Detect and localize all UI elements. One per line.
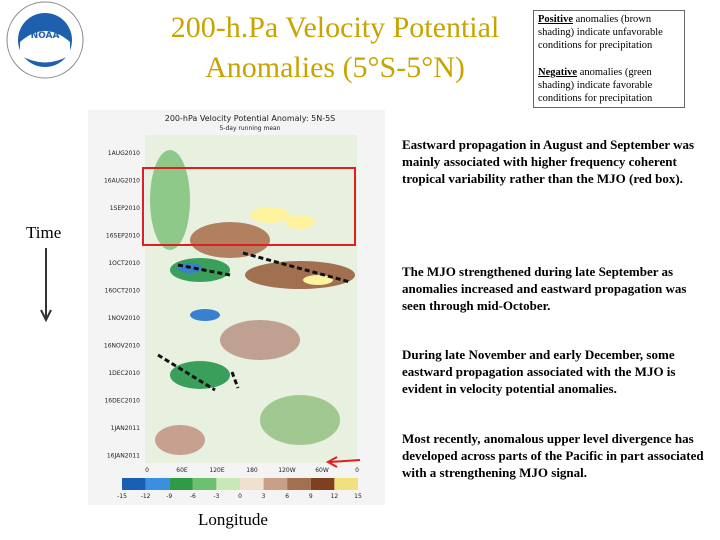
x-label: 180	[246, 467, 258, 474]
colorbar-cell	[192, 478, 217, 490]
x-label: 0	[355, 467, 359, 474]
colorbar-cell	[263, 478, 288, 490]
keyword: Negative	[538, 67, 578, 78]
legend-negative: Negative anomalies (green shading) indic…	[538, 66, 680, 105]
red-box	[142, 167, 356, 246]
figure-subtitle: 5-day running mean	[219, 125, 280, 132]
colorbar-label: -6	[190, 493, 196, 500]
longitude-label: Longitude	[198, 510, 268, 529]
pointer-arrow	[329, 459, 361, 463]
x-label: 0	[145, 467, 149, 474]
note: The MJO strengthened during late Septemb…	[402, 264, 687, 313]
y-label: 1JAN2011	[111, 425, 141, 432]
y-label: 16OCT2010	[105, 288, 141, 295]
colorbar-label: 6	[285, 493, 289, 500]
y-label: 1OCT2010	[108, 260, 140, 267]
colorbar-label: 15	[354, 493, 362, 500]
y-label: 16DEC2010	[104, 398, 140, 405]
propagation-lines	[157, 251, 351, 392]
colorbar-cell	[240, 478, 264, 490]
colorbar-cell	[122, 478, 146, 490]
colorbar-cell	[169, 478, 193, 490]
colorbar-label: 0	[238, 493, 242, 500]
y-label: 16AUG2010	[104, 178, 140, 185]
colorbar-cell	[216, 478, 240, 490]
x-label: 60E	[176, 467, 188, 474]
note: Most recently, anomalous upper level div…	[402, 431, 704, 480]
title: 200-h.Pa Velocity Potential Anomalies (5°…	[140, 8, 530, 88]
time-label: Time	[26, 223, 62, 242]
y-label: 16JAN2011	[107, 453, 140, 460]
time-arrow-head	[40, 309, 52, 323]
colorbar	[122, 478, 358, 490]
colorbar-label: 12	[331, 493, 339, 500]
pointer-head	[325, 456, 338, 468]
y-label: 16NOV2010	[104, 343, 140, 350]
colorbar-label: 3	[262, 493, 266, 500]
colorbar-label: -3	[213, 493, 219, 500]
svg-text:NOAA: NOAA	[31, 31, 60, 41]
y-label: 1DEC2010	[108, 370, 140, 377]
colorbar-cell	[310, 478, 335, 490]
x-label: 120E	[209, 467, 224, 474]
shading	[150, 150, 355, 455]
noaa-logo: NOAA	[6, 1, 84, 79]
legend-box: Positive anomalies (brown shading) indic…	[533, 10, 685, 108]
note: Eastward propagation in August and Septe…	[402, 137, 695, 186]
y-label: 16SEP2010	[106, 233, 140, 240]
colorbar-label: 9	[309, 493, 313, 500]
colorbar-cell	[287, 478, 311, 490]
note: During late November and early December,…	[402, 347, 676, 396]
y-label: 1SEP2010	[110, 205, 140, 212]
colorbar-cell	[334, 478, 358, 490]
title-line: 200-h.Pa Velocity Potential	[170, 11, 500, 44]
colorbar-label: -12	[141, 493, 151, 500]
x-label: 120W	[278, 467, 295, 474]
colorbar-label: -15	[117, 493, 127, 500]
x-label: 60W	[315, 467, 329, 474]
figure-title: 200-hPa Velocity Potential Anomaly: 5N-5…	[165, 114, 336, 123]
title-line: Anomalies (5°S-5°N)	[205, 51, 465, 84]
colorbar-label: -9	[166, 493, 172, 500]
text: anomalies (brown shading) indicate unfav…	[538, 14, 663, 51]
y-label: 1AUG2010	[108, 150, 140, 157]
colorbar-cell	[145, 478, 170, 490]
keyword: Positive	[538, 14, 573, 25]
legend-positive: Positive anomalies (brown shading) indic…	[538, 13, 680, 52]
text: anomalies (green shading) indicate favor…	[538, 67, 653, 104]
y-label: 1NOV2010	[108, 315, 140, 322]
